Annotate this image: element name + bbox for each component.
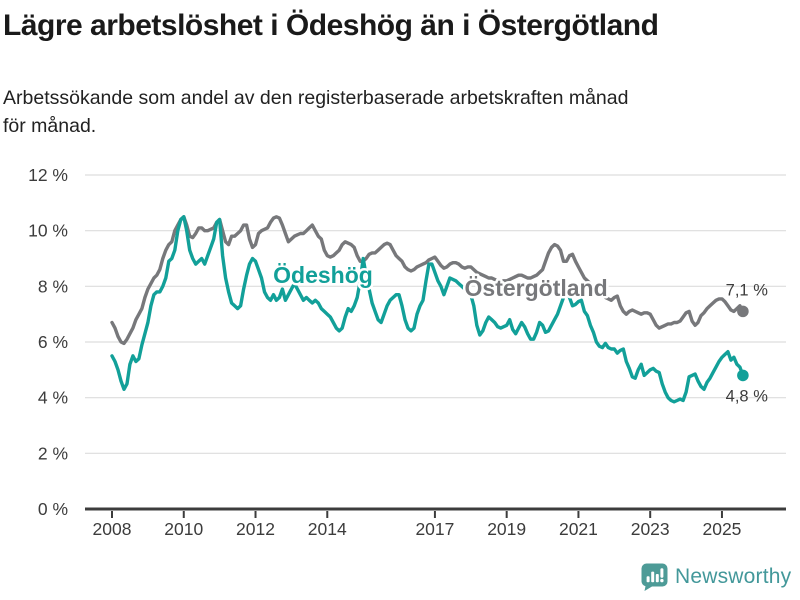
y-tick-label: 10 % <box>28 221 68 241</box>
end-value-label-odeshog: 4,8 % <box>726 387 769 405</box>
bar-medium <box>655 574 659 583</box>
x-tick-marks <box>111 511 723 518</box>
chart-title: Lägre arbetslöshet i Ödeshög än i Österg… <box>3 9 659 42</box>
y-tick-label: 0 % <box>38 499 68 519</box>
speech-bubble-shape <box>641 563 668 591</box>
y-tick-label: 12 % <box>28 165 68 185</box>
newsworthy-speech-bubble-bar-chart-icon <box>641 563 668 591</box>
series-label-ostergotland: Östergötland <box>465 275 608 301</box>
brand-name: Newsworthy <box>675 565 792 588</box>
x-tick-label: 2008 <box>93 519 132 539</box>
y-tick-label: 4 % <box>38 388 68 408</box>
y-tick-label: 8 % <box>38 276 68 296</box>
bar-tall <box>651 571 655 583</box>
exclamation-dot <box>660 578 664 583</box>
x-tick-label: 2017 <box>415 519 454 539</box>
series-line-odeshog <box>110 215 745 404</box>
newsworthy-logo[interactable]: Newsworthy <box>641 563 791 591</box>
x-tick-label: 2021 <box>559 519 598 539</box>
exclamation-stem <box>660 568 664 578</box>
x-tick-labels: 2008 2010 2012 2014 2017 2019 2021 2023 2025 <box>93 519 742 539</box>
x-tick-label: 2010 <box>164 519 203 539</box>
x-tick-label: 2012 <box>236 519 275 539</box>
y-gridlines <box>85 174 786 511</box>
y-tick-labels: 0 % 2 % 4 % 6 % 8 % 10 % 12 % <box>28 165 68 519</box>
x-tick-label: 2025 <box>702 519 741 539</box>
y-tick-label: 2 % <box>38 443 68 463</box>
end-dot-odeshog <box>737 369 749 382</box>
x-tick-label: 2014 <box>308 519 347 539</box>
y-tick-label: 6 % <box>38 332 68 352</box>
x-tick-label: 2019 <box>487 519 526 539</box>
series-label-odeshog: Ödeshög <box>273 262 373 288</box>
bar-short <box>646 576 650 583</box>
chart-subtitle: Arbetssökande som andel av den registerb… <box>3 87 629 137</box>
end-dot-ostergotland <box>737 305 749 318</box>
x-tick-label: 2023 <box>631 519 670 539</box>
end-value-label-ostergotland: 7,1 % <box>726 281 769 299</box>
